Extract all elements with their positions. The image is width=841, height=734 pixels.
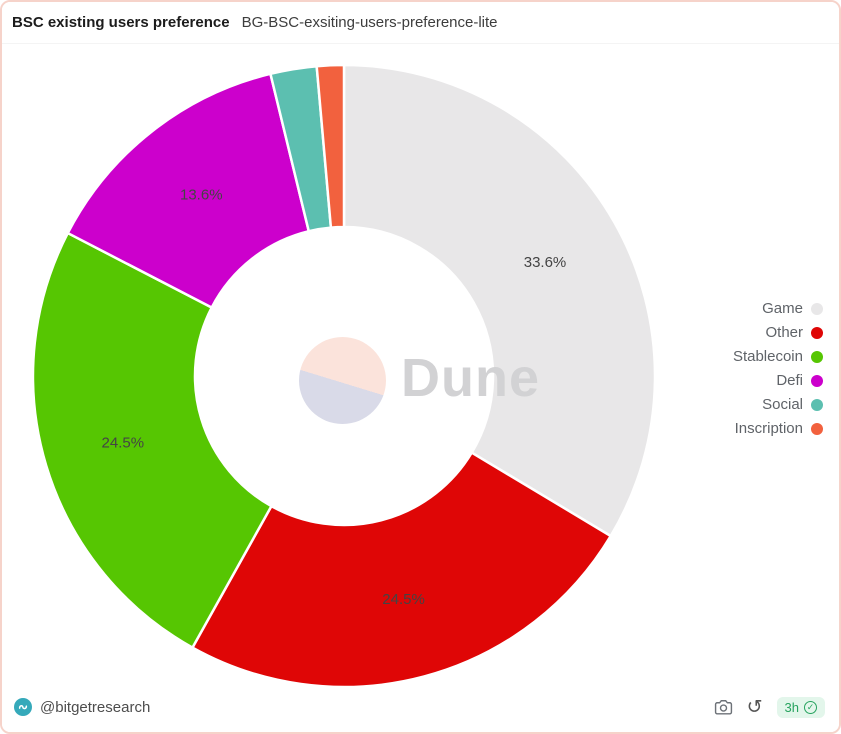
legend-color-dot [811,374,823,387]
screenshot-button[interactable] [714,699,733,716]
slice-label-other: 24.5% [382,591,425,608]
chart-subtitle: BG-BSC-exsiting-users-preference-lite [241,14,498,31]
chart-footer: @bitgetresearch ↺ 3h ✓ [2,686,839,732]
refresh-icon: ↺ [746,695,763,718]
chart-area: 33.6% 24.5% 24.5% 13.6% Dune Game Other Stabl… [2,44,839,689]
legend-color-dot [811,350,823,363]
legend-item-defi[interactable]: Defi [776,372,823,389]
legend-item-other[interactable]: Other [765,324,823,341]
slice-label-stablecoin: 24.5% [102,435,145,452]
slice-stablecoin[interactable] [31,231,273,649]
legend-item-social[interactable]: Social [762,396,823,413]
author-group: @bitgetresearch [14,698,714,716]
legend-label: Social [762,396,803,413]
refresh-button[interactable]: ↺ [746,695,763,718]
donut-chart: 33.6% 24.5% 24.5% 13.6% [31,63,657,689]
legend-color-dot [811,422,823,435]
legend-label: Inscription [734,420,803,437]
legend-color-dot [811,302,823,315]
chart-legend: Game Other Stablecoin Defi Social Inscription [733,300,823,437]
slice-label-game: 33.6% [524,254,567,271]
legend-color-dot [811,398,823,411]
refresh-age-text: 3h [784,699,799,715]
legend-label: Game [762,300,803,317]
slice-game[interactable] [342,63,657,538]
chart-title: BSC existing users preference [12,14,230,31]
legend-item-game[interactable]: Game [762,300,823,317]
verified-check-icon: ✓ [804,700,817,714]
data-freshness-badge[interactable]: 3h ✓ [776,696,825,718]
bitget-logo-icon [18,705,28,710]
slice-other[interactable] [191,451,612,689]
slice-inscription[interactable] [315,63,346,229]
legend-item-stablecoin[interactable]: Stablecoin [733,348,823,365]
chart-header: BSC existing users preference BG-BSC-exs… [2,2,839,44]
legend-label: Defi [776,372,803,389]
camera-icon [714,699,732,715]
slice-defi[interactable] [66,72,311,309]
legend-label: Stablecoin [732,348,803,365]
slice-label-defi: 13.6% [180,186,223,203]
legend-item-inscription[interactable]: Inscription [735,420,823,437]
legend-color-dot [811,326,823,339]
footer-actions: ↺ 3h ✓ [714,695,825,718]
author-handle[interactable]: @bitgetresearch [40,698,151,716]
legend-label: Other [765,324,803,341]
bitget-avatar[interactable] [14,698,32,716]
